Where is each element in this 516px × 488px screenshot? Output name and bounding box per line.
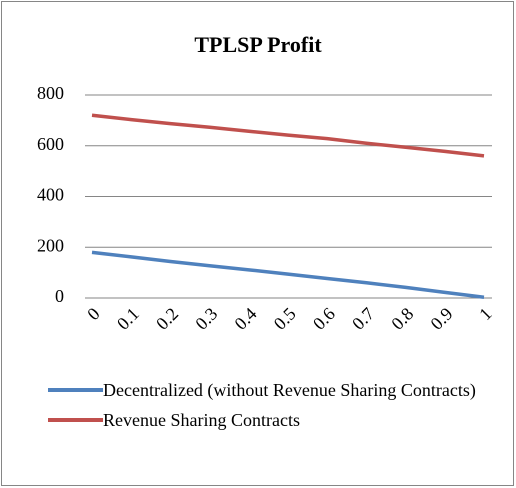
legend-entry: Revenue Sharing Contracts xyxy=(48,408,508,432)
series-line xyxy=(91,250,485,299)
legend-entry: Decentralized (without Revenue Sharing C… xyxy=(48,378,508,402)
y-tick-label: 400 xyxy=(37,185,64,205)
y-tick-label: 200 xyxy=(37,235,64,255)
chart-title: TPLSP Profit xyxy=(194,32,322,57)
y-tick-label: 600 xyxy=(37,134,64,154)
legend-label: Decentralized (without Revenue Sharing C… xyxy=(103,380,476,400)
legend-swatch xyxy=(48,388,103,392)
y-tick-label: 0 xyxy=(55,286,64,306)
legend: Decentralized (without Revenue Sharing C… xyxy=(48,378,508,438)
y-tick-label: 800 xyxy=(37,83,64,103)
series-line xyxy=(91,113,485,158)
legend-swatch xyxy=(48,418,103,422)
legend-label: Revenue Sharing Contracts xyxy=(103,410,300,430)
